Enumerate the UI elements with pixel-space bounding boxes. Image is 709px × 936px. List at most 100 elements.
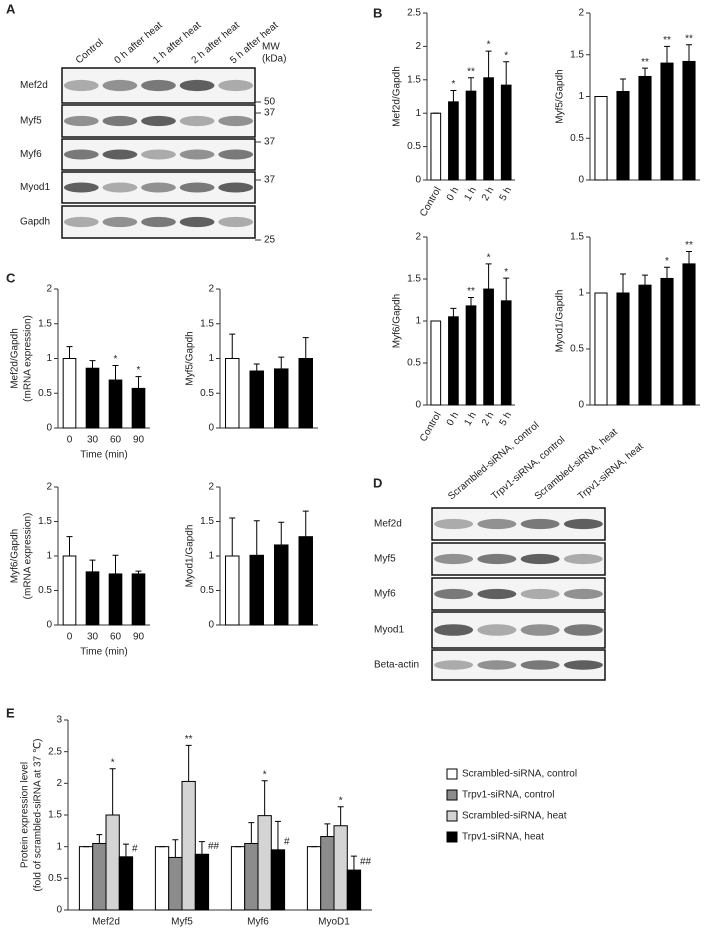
y-tick-label: 1.5 xyxy=(407,74,421,85)
row-label: Myod1 xyxy=(20,182,50,193)
band xyxy=(520,518,560,530)
significance: # xyxy=(284,836,290,847)
y-tick-label: 0 xyxy=(56,905,62,916)
band xyxy=(102,79,138,92)
x-tick-label: 60 xyxy=(110,632,122,643)
band xyxy=(477,588,517,600)
error-bar xyxy=(96,834,103,844)
band xyxy=(563,588,603,600)
bar xyxy=(194,853,210,911)
y-tick-label: 1.5 xyxy=(200,318,214,329)
band xyxy=(434,588,474,600)
error-bar xyxy=(468,77,474,92)
x-tick-label: 0 xyxy=(67,632,73,643)
error-bar xyxy=(122,843,129,857)
y-axis-label: Myod1/Gapdh xyxy=(555,290,566,353)
row-label: Myf5 xyxy=(374,554,396,565)
significance: * xyxy=(114,354,118,365)
band xyxy=(563,518,603,530)
significance: * xyxy=(111,757,115,768)
bar xyxy=(270,849,286,911)
x-tick-label: MyoD1 xyxy=(318,917,350,928)
band xyxy=(434,553,474,565)
error-bar xyxy=(324,823,331,837)
lane-label: Control xyxy=(74,37,106,66)
y-tick-label: 1 xyxy=(578,288,584,299)
band xyxy=(141,216,176,228)
band xyxy=(141,149,176,160)
y-tick-label: 1 xyxy=(46,353,52,364)
x-tick-label: 90 xyxy=(133,632,145,643)
band xyxy=(563,624,603,636)
bar xyxy=(85,367,100,429)
band xyxy=(63,79,99,92)
error-bar xyxy=(229,333,236,359)
row-label: Myf6 xyxy=(374,589,396,600)
x-tick-label: 0 h xyxy=(445,410,461,428)
bar xyxy=(430,112,442,181)
significance: * xyxy=(504,267,508,278)
band xyxy=(520,660,560,670)
error-bar xyxy=(450,307,457,317)
bar xyxy=(500,300,512,406)
error-bar xyxy=(229,517,236,556)
y-tick-label: 1 xyxy=(415,316,421,327)
panel-label: C xyxy=(6,270,16,285)
significance: # xyxy=(132,843,138,854)
y-tick-label: 2 xyxy=(578,8,584,19)
y-tick-label: 2 xyxy=(415,41,421,52)
band xyxy=(434,624,474,636)
mw-marker: 37 xyxy=(264,175,276,186)
y-tick-label: 2 xyxy=(415,232,421,243)
panel-label: A xyxy=(6,1,16,16)
bar xyxy=(249,370,264,429)
bar xyxy=(660,62,674,181)
x-axis-label: Time (min) xyxy=(80,450,127,461)
y-tick-label: 1 xyxy=(56,841,62,852)
bar xyxy=(306,846,322,911)
x-tick-label: 5 h xyxy=(498,410,514,428)
y-axis-label: Mef2d/Gapdh xyxy=(10,328,21,389)
bar xyxy=(92,843,107,911)
y-tick-label: 1 xyxy=(208,551,214,562)
legend-swatch xyxy=(446,789,458,801)
error-bar xyxy=(468,296,474,306)
bar xyxy=(108,379,123,429)
band xyxy=(141,182,176,193)
x-tick-label: 5 h xyxy=(498,185,514,203)
bar xyxy=(78,846,94,911)
error-bar xyxy=(274,820,281,850)
y-axis-label: (fold of scrambled-siRNA at 37 ℃) xyxy=(33,739,44,892)
band xyxy=(218,182,254,193)
error-bar xyxy=(278,521,285,545)
bar xyxy=(333,825,348,911)
significance: ## xyxy=(208,841,220,852)
significance: * xyxy=(339,795,343,806)
band xyxy=(434,518,474,530)
legend-swatch xyxy=(446,768,458,780)
band xyxy=(434,660,474,670)
row-label: Myf6 xyxy=(20,149,42,160)
error-bar xyxy=(253,520,260,556)
bar xyxy=(108,573,123,626)
bar xyxy=(448,101,459,181)
y-tick-label: 0.5 xyxy=(48,873,62,884)
x-tick-label: Mef2d xyxy=(92,917,120,928)
row-label: Myod1 xyxy=(374,625,404,636)
bar xyxy=(483,77,494,181)
band xyxy=(179,115,215,127)
y-tick-label: 0.5 xyxy=(38,585,52,596)
y-tick-label: 0 xyxy=(208,620,214,631)
x-tick-label: 0 xyxy=(67,435,73,446)
lane-label: Trpv1-siRNA, control xyxy=(489,434,567,502)
panel-label: D xyxy=(373,475,382,490)
error-bar xyxy=(302,337,309,359)
error-bar xyxy=(185,744,192,782)
y-tick-label: 0 xyxy=(46,423,52,434)
error-bar xyxy=(198,841,205,855)
x-tick-label: 90 xyxy=(133,435,145,446)
x-tick-label: Myf6 xyxy=(247,917,269,928)
band xyxy=(63,115,99,127)
error-bar xyxy=(642,274,648,286)
y-tick-label: 2 xyxy=(56,778,62,789)
